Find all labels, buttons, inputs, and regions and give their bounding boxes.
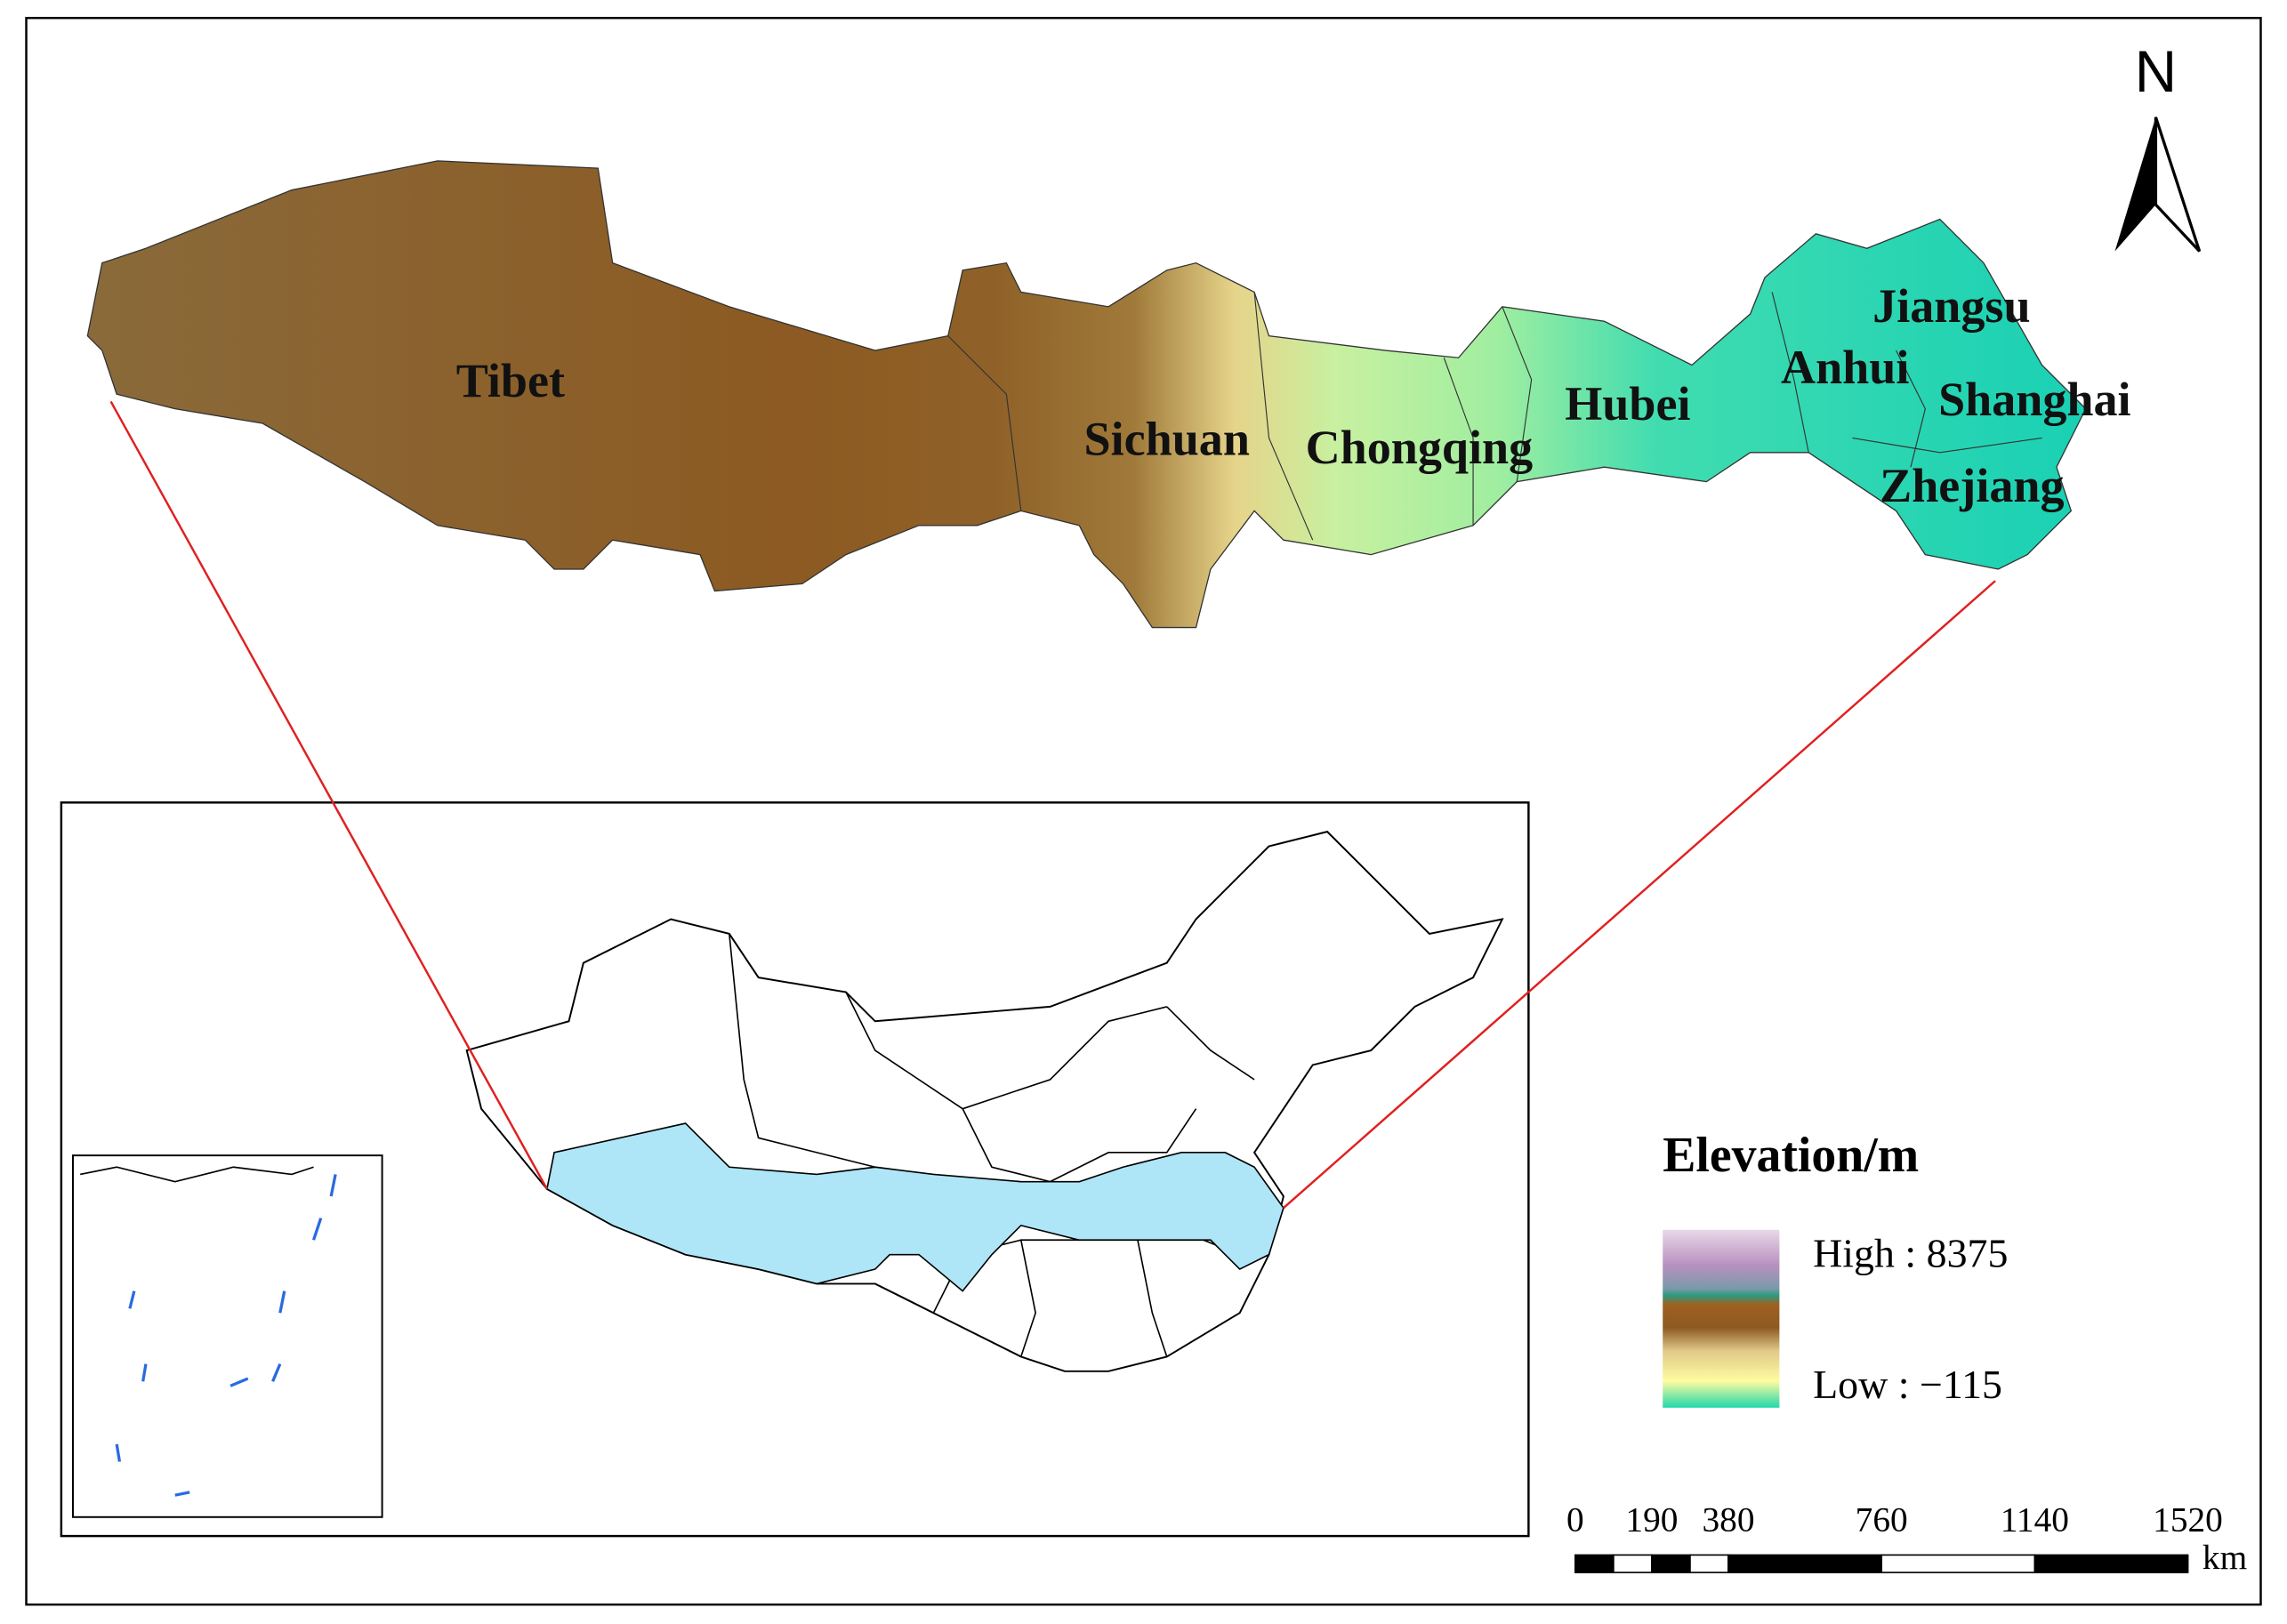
legend-high: High : 8375: [1813, 1230, 2008, 1275]
legend-low: Low : −115: [1813, 1362, 2002, 1407]
scale-tick-label: 1520: [2153, 1499, 2223, 1539]
south-china-sea-inset: [71, 1154, 383, 1518]
scale-segment: [1727, 1554, 1882, 1573]
north-arrow: [2114, 117, 2156, 252]
scale-segment: [2033, 1554, 2189, 1573]
coastline: [80, 1166, 314, 1183]
scale-segment: [1613, 1554, 1653, 1573]
scale-segment: [1651, 1554, 1691, 1573]
outer-frame: [25, 16, 2262, 1606]
scale-unit: km: [2202, 1538, 2247, 1577]
legend-colorbar: [1663, 1229, 1780, 1408]
leader-line: [109, 400, 548, 1190]
province-label: Anhui: [1781, 341, 1909, 394]
province-boundaries: [729, 933, 1255, 1357]
scale-tick-label: 0: [1566, 1499, 1584, 1539]
scale-segment: [1574, 1554, 1615, 1573]
leader-line: [1283, 580, 1996, 1210]
scale-segment: [1689, 1554, 1729, 1573]
province-borders: [947, 292, 2042, 541]
province-label: Chongqing: [1306, 421, 1534, 474]
province-label: Hubei: [1565, 377, 1690, 430]
province-label: Jiangsu: [1872, 279, 2030, 333]
nine-dash-line: [115, 1174, 337, 1497]
legend-title: Elevation/m: [1663, 1128, 1919, 1183]
study-area: [545, 1122, 1284, 1292]
scale-tick-label: 1140: [2001, 1499, 2069, 1539]
scale-segment: [1880, 1554, 2036, 1573]
province-label: Tibet: [456, 354, 565, 407]
province-label: Zhejiang: [1880, 459, 2064, 512]
scale-tick-label: 380: [1702, 1499, 1754, 1539]
north-label: N: [2135, 39, 2177, 104]
elevation-region: [86, 160, 2087, 629]
north-arrow: [2154, 117, 2202, 253]
scale-tick-label: 190: [1625, 1499, 1678, 1539]
province-label: Shanghai: [1938, 373, 2131, 426]
scale-tick-label: 760: [1856, 1499, 1908, 1539]
province-label: Sichuan: [1084, 412, 1250, 465]
